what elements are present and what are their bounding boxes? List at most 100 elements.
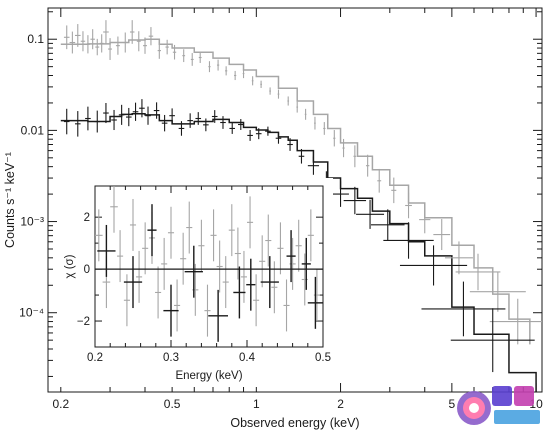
data-point <box>307 156 320 175</box>
residual-point <box>307 276 323 329</box>
data-point <box>132 102 139 121</box>
data-point <box>391 177 397 204</box>
data-point <box>139 99 145 118</box>
data-point <box>332 181 349 207</box>
y-tick-label: 10⁻³ <box>20 215 44 229</box>
data-point <box>123 32 128 53</box>
data-point <box>296 101 299 113</box>
residual-point <box>271 261 278 314</box>
main-plot-area <box>60 20 542 392</box>
y-tick-label: 10⁻⁴ <box>19 306 44 320</box>
data-series-1 <box>63 99 535 373</box>
data-point <box>190 53 194 66</box>
data-point <box>287 138 293 151</box>
data-point <box>275 132 282 144</box>
residual-point <box>142 222 149 275</box>
data-point <box>157 42 161 59</box>
residual-point <box>283 279 290 332</box>
data-point <box>198 52 202 63</box>
data-point <box>85 35 91 54</box>
watermark-logo <box>457 386 540 425</box>
data-point <box>444 241 473 275</box>
data-point <box>165 39 169 55</box>
data-point <box>211 110 218 123</box>
data-point <box>145 106 151 125</box>
data-point <box>238 119 244 130</box>
residual-series-1 <box>97 204 323 342</box>
data-point <box>85 106 91 131</box>
residual-point <box>210 209 217 262</box>
data-point <box>342 138 345 158</box>
data-point <box>455 253 501 291</box>
x-tick-label: 0.5 <box>164 397 181 411</box>
residual-point <box>216 240 223 293</box>
data-point <box>125 107 132 127</box>
data-point <box>90 29 95 50</box>
y-axis-title: Counts s⁻¹ keV⁻¹ <box>3 152 17 248</box>
residual-point <box>198 219 205 272</box>
residual-point <box>286 230 296 283</box>
model-curve-0 <box>60 38 531 345</box>
data-point <box>203 118 209 132</box>
data-point <box>353 145 357 168</box>
inset-y-tick-label: 0 <box>84 264 90 276</box>
residual-point <box>110 186 118 233</box>
inset-x-tick-label: 0.5 <box>315 352 331 364</box>
x-tick-label: 0.2 <box>52 397 69 411</box>
residual-point <box>186 201 193 254</box>
residual-point <box>253 274 260 327</box>
data-point <box>74 24 81 47</box>
data-point <box>265 126 271 136</box>
data-point <box>225 66 228 76</box>
residual-point <box>277 222 284 275</box>
inset-plot-area <box>95 186 323 342</box>
data-point <box>108 38 113 60</box>
x-axis-title: Observed energy (keV) <box>230 416 359 430</box>
data-point <box>74 111 81 137</box>
data-point <box>169 108 175 123</box>
data-point <box>242 69 245 79</box>
x-tick-label: 1 <box>253 397 260 411</box>
residual-point <box>97 224 116 277</box>
residual-point <box>117 230 124 283</box>
residual-point <box>228 204 235 257</box>
data-point <box>103 103 109 124</box>
data-point <box>182 49 186 63</box>
data-point <box>421 281 506 337</box>
data-series-0 <box>63 20 542 345</box>
data-point <box>118 104 125 125</box>
data-point <box>365 154 370 177</box>
inset-frame <box>94 185 324 348</box>
data-point <box>208 61 211 73</box>
data-point <box>333 130 336 147</box>
data-point <box>111 109 117 131</box>
residual-point <box>260 256 279 309</box>
data-point <box>178 121 185 136</box>
data-point <box>323 122 326 135</box>
data-point <box>489 298 542 345</box>
data-point <box>95 38 100 56</box>
x-tick-label: 2 <box>337 397 344 411</box>
data-point <box>251 76 254 86</box>
data-point <box>298 148 305 164</box>
residual-point <box>129 198 137 251</box>
residual-point <box>155 266 162 319</box>
data-point <box>469 271 526 312</box>
data-point <box>63 25 70 50</box>
inset-x-tick-label: 0.3 <box>163 352 179 364</box>
inset-y-tick-label: 2 <box>84 212 90 224</box>
y-tick-label: 0.1 <box>27 32 44 46</box>
data-point <box>356 199 385 229</box>
residual-point <box>246 258 256 311</box>
residual-point <box>247 196 254 249</box>
data-point <box>370 209 405 241</box>
residual-point <box>161 237 168 290</box>
residual-point <box>301 237 311 290</box>
residual-point <box>233 266 246 319</box>
inset-x-tick-label: 0.4 <box>239 352 256 364</box>
data-point <box>94 110 101 133</box>
data-point <box>153 102 160 119</box>
residual-point <box>259 235 266 288</box>
